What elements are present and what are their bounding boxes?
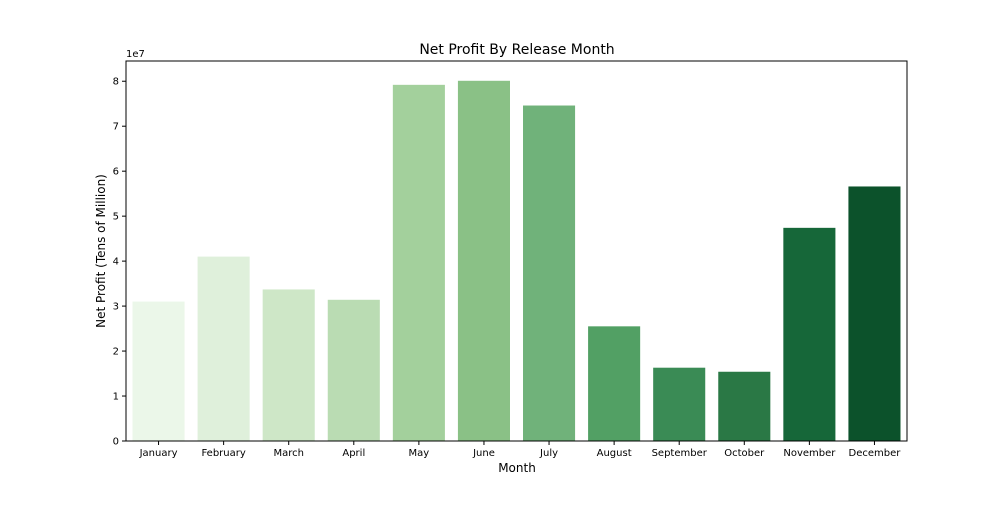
x-axis-title: Month (498, 461, 536, 475)
bar-september (653, 367, 706, 441)
bar-october (718, 371, 771, 441)
x-tick-label-march: March (273, 448, 303, 459)
y-tick-label: 8 (113, 77, 119, 88)
x-tick-label-january: January (139, 448, 178, 459)
x-tick-label-may: May (409, 448, 430, 459)
bar-may (392, 84, 445, 441)
y-tick-label: 2 (113, 347, 119, 358)
bar-february (197, 256, 250, 441)
y-tick-label: 3 (113, 302, 119, 313)
bar-november (783, 227, 836, 441)
y-tick-label: 0 (113, 437, 119, 448)
plot-frame (125, 60, 908, 442)
x-tick-label-december: December (849, 448, 902, 459)
y-axis: 0 1 2 3 4 5 6 7 8 (113, 77, 126, 448)
x-tick-label-august: August (597, 448, 632, 459)
bar-january (132, 301, 185, 441)
x-tick-label-june: June (472, 448, 495, 459)
y-axis-title: Net Profit (Tens of Million) (94, 174, 108, 328)
bar-july (523, 105, 576, 442)
y-tick-label: 1 (113, 392, 119, 403)
bar-april (327, 299, 380, 441)
bar-august (588, 326, 641, 441)
x-tick-label-february: February (201, 448, 245, 459)
bar-december (848, 186, 901, 441)
x-tick-label-november: November (783, 448, 836, 459)
bar-june (457, 80, 510, 441)
y-tick-label: 7 (113, 122, 119, 133)
chart-title: Net Profit By Release Month (419, 42, 614, 58)
bar-march (262, 289, 315, 441)
x-tick-label-september: September (652, 448, 708, 459)
x-tick-label-april: April (342, 448, 365, 459)
x-tick-label-july: July (539, 448, 558, 459)
y-tick-label: 4 (113, 257, 119, 268)
y-tick-label: 6 (113, 167, 119, 178)
x-axis: January February March April May June July Augu… (139, 441, 902, 459)
y-axis-offset-label: 1e7 (126, 49, 145, 60)
x-tick-label-october: October (724, 448, 765, 459)
bars-layer (132, 80, 901, 442)
y-tick-label: 5 (113, 212, 119, 223)
